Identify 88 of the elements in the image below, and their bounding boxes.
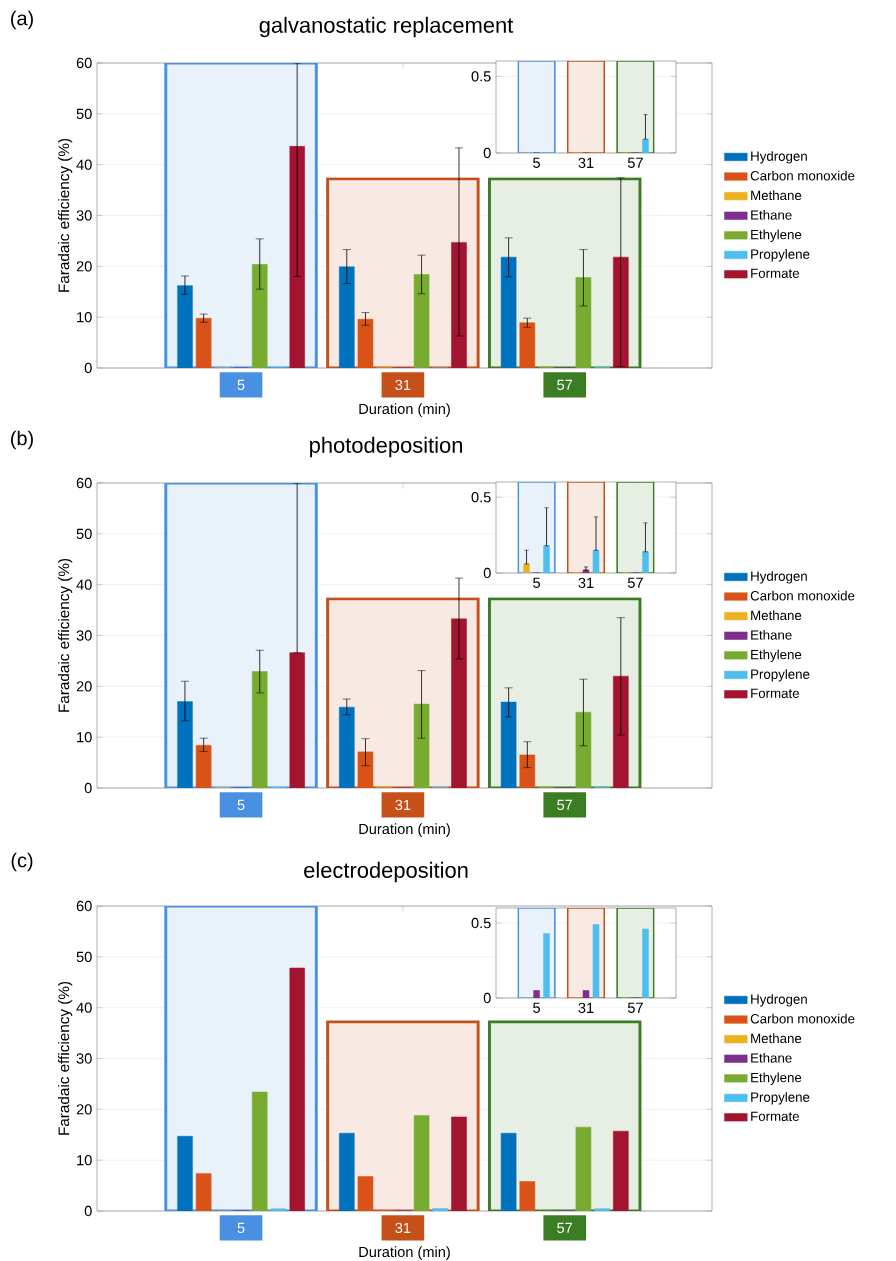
x-tick-label: 5 <box>533 1002 540 1013</box>
y-tick-label: 0.5 <box>471 492 491 503</box>
y-tick-label: 0 <box>84 362 92 374</box>
x-axis-title: Duration (min) <box>359 403 450 417</box>
x-axis-title: Duration (min) <box>359 823 450 837</box>
legend-label: Carbon monoxide <box>750 170 855 181</box>
y-tick-label: 20 <box>76 1104 92 1115</box>
y-tick-label: 10 <box>77 732 92 743</box>
bar <box>432 1208 449 1211</box>
legend-label: Propylene <box>751 669 810 682</box>
y-tick-label: 0 <box>483 567 491 579</box>
chart-title: galvanostatic replacement <box>259 16 514 38</box>
legend-label: Ethylene <box>751 649 802 662</box>
y-tick-label: 40 <box>76 1002 92 1013</box>
bar <box>592 924 600 998</box>
chart-title: photodeposition <box>310 436 462 458</box>
x-tick-label: 31 <box>395 379 411 391</box>
y-tick-label: 0 <box>483 992 491 1004</box>
bar <box>270 1208 287 1211</box>
bar <box>592 549 600 573</box>
y-tick-label: 0.5 <box>471 917 491 929</box>
x-tick-label: 5 <box>237 379 245 391</box>
y-tick-label: 10 <box>77 1155 92 1166</box>
text: (a) <box>11 10 33 30</box>
x-tick-label: 57 <box>627 157 643 168</box>
y-tick-label: 50 <box>76 108 92 119</box>
x-tick-label: 5 <box>237 1222 245 1234</box>
y-tick-label: 20 <box>76 681 92 692</box>
y-tick-label: 0 <box>84 782 92 794</box>
y-tick-label: 30 <box>76 1053 92 1064</box>
text: (b) <box>11 430 33 450</box>
legend-label: Ethylene <box>751 1072 802 1085</box>
bar <box>642 928 649 998</box>
y-axis-title: Faradaic efficiency (%) <box>58 138 73 292</box>
y-tick-label: 60 <box>76 477 92 489</box>
legend-label: Ethane <box>751 1052 792 1063</box>
legend-label: Carbon monoxide <box>750 590 855 601</box>
x-tick-label: 57 <box>557 379 573 391</box>
x-tick-label: 31 <box>395 1222 411 1234</box>
y-tick-label: 30 <box>76 210 92 221</box>
y-tick-label: 60 <box>76 900 92 912</box>
chart-title: electrodeposition <box>304 861 468 883</box>
y-tick-label: 50 <box>76 951 92 963</box>
y-tick-label: 0.5 <box>471 71 491 82</box>
y-axis-title: Faradaic efficiency (%) <box>58 558 73 712</box>
legend-label: Propylene <box>751 249 810 262</box>
x-tick-label: 31 <box>578 1002 594 1014</box>
y-tick-label: 40 <box>76 159 92 170</box>
x-axis-title: Duration (min) <box>359 1246 450 1260</box>
x-tick-label: 5 <box>237 799 245 811</box>
legend-label: Hydrogen <box>751 151 807 164</box>
x-tick-label: 5 <box>533 157 540 168</box>
bar <box>523 563 530 573</box>
x-tick-label: 57 <box>627 1002 643 1013</box>
legend-label: Methane <box>751 1033 802 1044</box>
y-tick-label: 40 <box>76 579 92 590</box>
y-tick-label: 60 <box>76 57 92 69</box>
y-tick-label: 30 <box>76 630 92 641</box>
legend-label: Ethylene <box>751 229 802 242</box>
legend-label: Hydrogen <box>751 994 807 1007</box>
x-tick-label: 31 <box>395 799 411 811</box>
bar <box>594 1208 610 1211</box>
x-tick-label: 57 <box>557 1222 573 1234</box>
x-tick-label: 31 <box>578 157 594 169</box>
legend-label: Carbon monoxide <box>750 1013 855 1024</box>
legend-label: Propylene <box>751 1092 810 1105</box>
legend-label: Formate <box>751 1111 799 1121</box>
y-tick-label: 0 <box>84 1205 92 1217</box>
x-tick-label: 31 <box>578 577 594 589</box>
x-tick-label: 57 <box>627 577 643 588</box>
bar <box>642 551 649 573</box>
y-tick-label: 0 <box>483 147 491 159</box>
text: (c) <box>11 852 33 872</box>
legend-label: Ethane <box>751 209 792 220</box>
y-tick-label: 10 <box>77 312 92 323</box>
legend-label: Methane <box>751 610 802 621</box>
legend-label: Formate <box>751 268 799 278</box>
legend-label: Ethane <box>751 629 792 640</box>
legend-label: Methane <box>751 190 802 201</box>
legend-label: Hydrogen <box>751 571 807 584</box>
x-tick-label: 5 <box>533 577 540 588</box>
y-tick-label: 50 <box>76 528 92 539</box>
y-tick-label: 20 <box>76 261 92 272</box>
x-tick-label: 57 <box>557 799 573 811</box>
bar <box>543 933 550 998</box>
legend-label: Formate <box>751 688 799 698</box>
y-axis-title: Faradaic efficiency (%) <box>58 981 73 1135</box>
bar <box>543 545 550 573</box>
